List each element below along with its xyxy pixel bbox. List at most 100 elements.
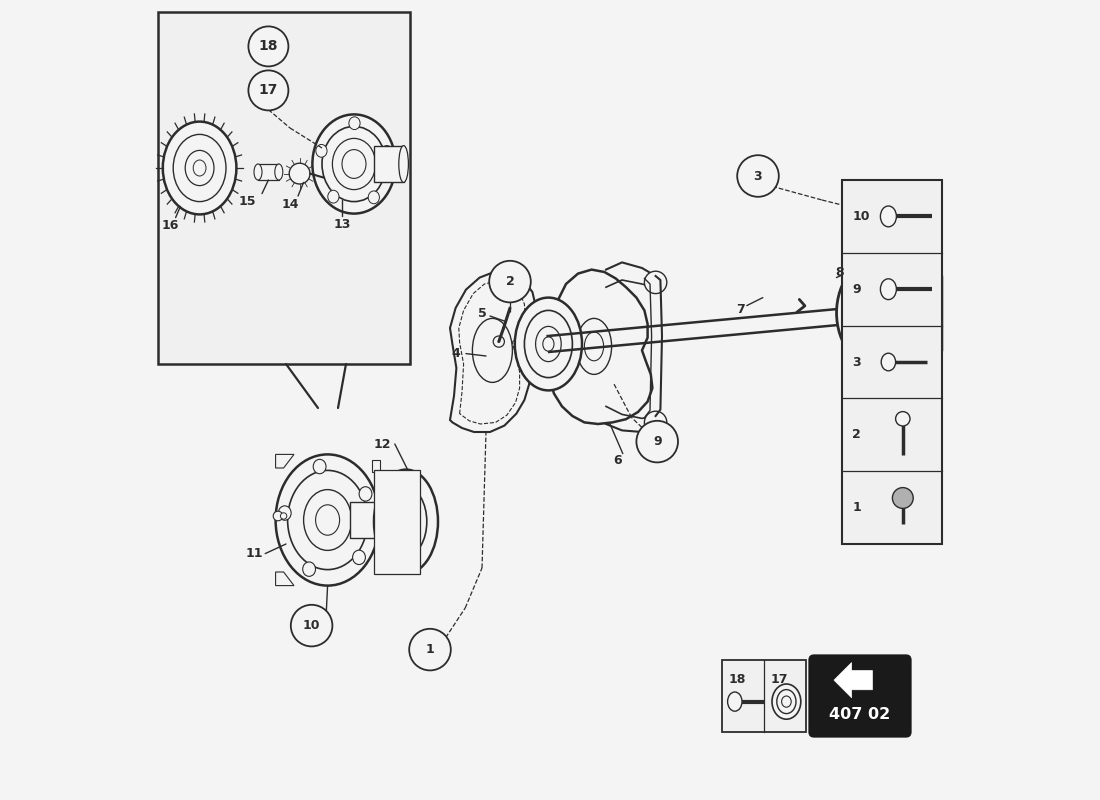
- Text: 12: 12: [373, 438, 390, 450]
- Ellipse shape: [163, 122, 236, 214]
- Text: 13: 13: [333, 218, 351, 230]
- Text: 9: 9: [852, 282, 861, 296]
- Text: 3: 3: [852, 355, 861, 369]
- Polygon shape: [276, 572, 294, 586]
- Polygon shape: [549, 270, 652, 424]
- Ellipse shape: [276, 454, 380, 586]
- Ellipse shape: [316, 505, 340, 535]
- Ellipse shape: [584, 332, 604, 361]
- Ellipse shape: [316, 145, 327, 158]
- Polygon shape: [276, 454, 294, 468]
- Text: 1: 1: [426, 643, 434, 656]
- Ellipse shape: [280, 513, 287, 519]
- Text: 10: 10: [852, 210, 870, 223]
- Text: 17: 17: [770, 673, 788, 686]
- Ellipse shape: [312, 114, 396, 214]
- Ellipse shape: [859, 283, 906, 342]
- Ellipse shape: [273, 511, 283, 521]
- Ellipse shape: [777, 690, 796, 714]
- Text: 11: 11: [245, 547, 263, 560]
- Ellipse shape: [536, 326, 561, 362]
- Ellipse shape: [493, 336, 505, 347]
- Ellipse shape: [368, 191, 379, 204]
- Text: 2: 2: [852, 428, 861, 442]
- Polygon shape: [374, 470, 420, 574]
- Ellipse shape: [576, 318, 612, 374]
- Ellipse shape: [349, 117, 360, 130]
- Circle shape: [290, 605, 332, 646]
- Ellipse shape: [322, 126, 386, 202]
- Text: 8: 8: [835, 266, 844, 278]
- Ellipse shape: [515, 298, 582, 390]
- FancyBboxPatch shape: [810, 655, 911, 737]
- Ellipse shape: [880, 206, 896, 227]
- Ellipse shape: [772, 684, 801, 719]
- Text: 10: 10: [302, 619, 320, 632]
- Text: 4: 4: [451, 347, 460, 360]
- Text: 6: 6: [614, 454, 623, 466]
- Ellipse shape: [836, 255, 930, 370]
- Ellipse shape: [848, 270, 918, 356]
- Text: 15: 15: [239, 195, 256, 208]
- Polygon shape: [374, 146, 404, 182]
- Ellipse shape: [304, 490, 352, 550]
- Bar: [722, 660, 806, 732]
- Ellipse shape: [275, 164, 283, 180]
- Text: 7: 7: [736, 303, 745, 316]
- Ellipse shape: [359, 486, 372, 501]
- Ellipse shape: [278, 506, 292, 520]
- Ellipse shape: [173, 134, 225, 202]
- Ellipse shape: [895, 411, 910, 426]
- Text: 3: 3: [754, 170, 762, 182]
- Polygon shape: [350, 502, 382, 538]
- Ellipse shape: [302, 562, 316, 576]
- Ellipse shape: [727, 692, 742, 711]
- Ellipse shape: [185, 150, 214, 186]
- Text: 407 02: 407 02: [829, 707, 891, 722]
- Polygon shape: [459, 281, 525, 424]
- Ellipse shape: [254, 164, 262, 180]
- Ellipse shape: [353, 550, 365, 565]
- Text: 17: 17: [258, 83, 278, 98]
- Polygon shape: [258, 164, 278, 180]
- Ellipse shape: [287, 470, 367, 570]
- Ellipse shape: [892, 487, 913, 509]
- Ellipse shape: [782, 696, 791, 707]
- Ellipse shape: [328, 190, 339, 203]
- Ellipse shape: [525, 310, 572, 378]
- Text: 14: 14: [282, 198, 299, 210]
- Ellipse shape: [878, 306, 889, 320]
- Ellipse shape: [314, 459, 326, 474]
- Ellipse shape: [870, 297, 895, 329]
- Ellipse shape: [376, 502, 387, 538]
- Circle shape: [637, 421, 678, 462]
- Polygon shape: [834, 662, 872, 698]
- Text: 1: 1: [852, 501, 861, 514]
- Ellipse shape: [385, 487, 427, 556]
- Circle shape: [490, 261, 531, 302]
- Ellipse shape: [194, 160, 206, 176]
- Ellipse shape: [332, 138, 375, 190]
- Ellipse shape: [645, 271, 667, 294]
- Ellipse shape: [382, 146, 393, 158]
- Circle shape: [737, 155, 779, 197]
- Ellipse shape: [374, 470, 438, 574]
- Ellipse shape: [880, 279, 896, 300]
- Text: 2: 2: [506, 275, 515, 288]
- Ellipse shape: [645, 411, 667, 434]
- Ellipse shape: [395, 504, 417, 539]
- Polygon shape: [372, 460, 379, 472]
- Circle shape: [249, 26, 288, 66]
- Polygon shape: [450, 272, 536, 432]
- Ellipse shape: [289, 163, 310, 184]
- Text: 5: 5: [478, 307, 487, 320]
- Text: 16: 16: [162, 219, 178, 232]
- Ellipse shape: [472, 318, 513, 382]
- Ellipse shape: [342, 150, 366, 178]
- Text: 18: 18: [258, 39, 278, 54]
- Bar: [842, 180, 942, 544]
- Bar: [158, 12, 410, 364]
- Text: 18: 18: [728, 673, 746, 686]
- Ellipse shape: [881, 354, 895, 371]
- Circle shape: [409, 629, 451, 670]
